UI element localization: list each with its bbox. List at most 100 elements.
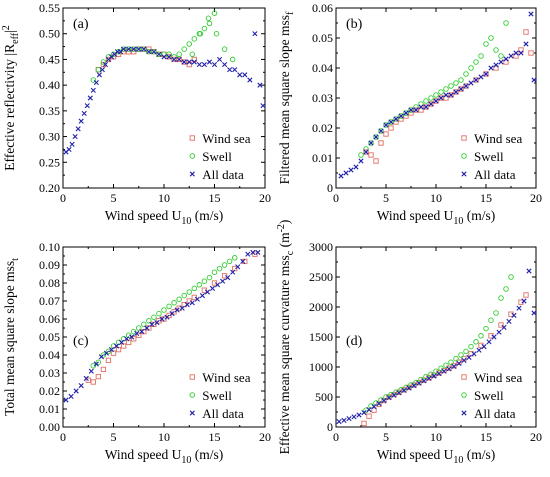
data-point — [443, 362, 449, 368]
y-axis-label-main: Effective reflectivity |R — [2, 44, 17, 171]
data-point — [206, 20, 213, 27]
data-point — [358, 152, 364, 158]
data-point — [338, 173, 344, 179]
panel-2: 0 5 10 15 20 0 0.01 0.02 0.03 0.04 0.05 0.06 (b) Wind… — [277, 1, 542, 227]
data-point — [120, 46, 127, 52]
data-point — [164, 314, 170, 320]
y-tick-label: 0.01 — [312, 151, 333, 165]
data-point — [108, 347, 115, 353]
data-point — [366, 407, 372, 413]
data-point — [78, 383, 84, 389]
data-point — [456, 359, 462, 365]
data-point — [166, 303, 172, 310]
legend-entry: Wind sea — [474, 131, 522, 146]
data-point — [423, 104, 429, 110]
data-point — [448, 92, 454, 98]
data-point — [343, 170, 349, 176]
data-point — [453, 89, 459, 95]
data-point — [189, 51, 196, 58]
x-axis-label-unit: (m/s) — [463, 447, 495, 462]
data-point — [87, 95, 93, 101]
data-point — [493, 62, 499, 68]
y-axis-label: Total mean square slope msst — [2, 258, 21, 416]
data-point — [222, 61, 228, 68]
data-point — [523, 41, 529, 47]
panel-label: (b) — [346, 17, 363, 32]
data-point — [216, 265, 223, 272]
data-point — [194, 296, 200, 302]
data-point — [206, 59, 213, 65]
data-point — [416, 380, 422, 386]
data-point — [451, 363, 457, 369]
data-point — [105, 348, 112, 355]
data-point — [478, 53, 484, 59]
y-axis-label: Effective mean square curvature mssc (m-… — [276, 220, 296, 455]
data-point — [493, 47, 499, 53]
y-tick-label: 0.10 — [39, 240, 60, 254]
data-point — [406, 385, 412, 391]
data-point — [378, 140, 384, 146]
data-point — [426, 375, 432, 381]
data-point — [242, 72, 248, 78]
data-point — [211, 10, 218, 16]
y-axis-label-main: Filtered mean square slope mss — [277, 15, 292, 184]
y-tick-label: 0.03 — [39, 366, 60, 380]
data-point — [99, 67, 105, 73]
data-point — [341, 417, 347, 423]
y-axis-label-sub: t — [10, 258, 21, 261]
data-point — [186, 41, 192, 47]
data-point — [230, 269, 236, 275]
data-point — [141, 321, 147, 328]
y-tick-label: 0.20 — [39, 181, 60, 195]
y-tick-label: 0.08 — [39, 276, 60, 290]
y-axis-label-sup: 2 — [1, 25, 12, 30]
data-point — [458, 86, 464, 92]
x-tick-label: 10 — [158, 191, 170, 205]
data-point — [473, 59, 479, 65]
panel-label: (a) — [73, 17, 89, 32]
y-tick-label: 0.02 — [312, 121, 333, 135]
data-point — [252, 31, 258, 37]
data-point — [483, 71, 489, 77]
y-axis-label: Filtered mean square slope mssf — [277, 11, 296, 184]
series-wind-sea — [85, 251, 258, 385]
x-tick-label: 15 — [209, 191, 221, 205]
data-point — [68, 393, 74, 399]
x-tick-label: 0 — [60, 191, 66, 205]
x-tick-label: 20 — [259, 430, 271, 444]
data-point — [78, 118, 84, 124]
data-point — [151, 48, 157, 55]
data-point — [498, 295, 504, 301]
x-axis-label-sub: 10 — [181, 216, 191, 227]
data-point — [211, 61, 218, 68]
data-point — [245, 251, 251, 257]
data-point — [371, 404, 377, 410]
data-point — [463, 71, 469, 77]
data-point — [201, 25, 208, 32]
data-point — [144, 325, 150, 331]
data-point — [498, 53, 504, 59]
data-point — [156, 51, 162, 58]
legend-marker — [189, 135, 195, 141]
data-point — [260, 103, 266, 109]
y-tick-label: 500 — [315, 390, 333, 404]
data-point — [216, 56, 223, 63]
data-point — [201, 61, 207, 68]
legend-entry: All data — [474, 406, 516, 421]
legend: Wind sea Swell All data — [189, 131, 251, 182]
data-point — [498, 59, 504, 65]
data-point — [518, 47, 524, 53]
legend-marker — [461, 410, 467, 416]
data-point — [408, 107, 414, 113]
data-point — [393, 116, 399, 122]
data-point — [63, 397, 69, 403]
data-point — [473, 77, 479, 83]
data-point — [149, 321, 155, 327]
data-point — [227, 67, 233, 73]
data-point — [85, 377, 91, 383]
data-point — [371, 407, 377, 413]
data-point — [131, 336, 137, 342]
data-point — [103, 350, 110, 356]
y-tick-label: 0.02 — [39, 384, 60, 398]
panel-label: (d) — [346, 334, 363, 349]
